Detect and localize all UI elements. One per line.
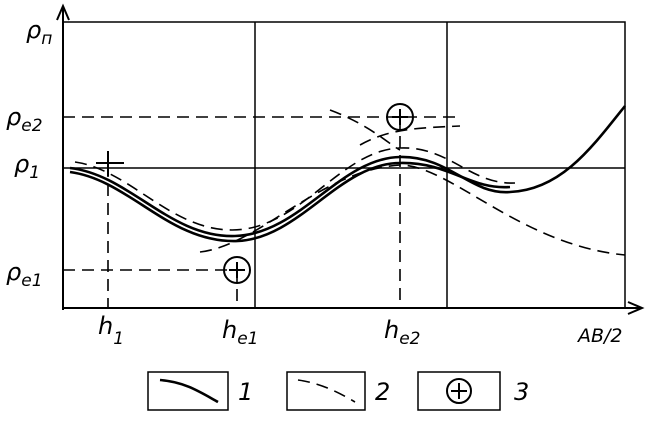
x-mark: h1 <box>98 312 124 349</box>
grid <box>63 21 626 308</box>
cross-marker <box>96 151 124 176</box>
circle-marker <box>386 103 414 131</box>
y-mark: ρe2 <box>6 103 43 136</box>
x-axis <box>63 301 645 315</box>
circle-marker <box>223 256 251 284</box>
y-mark: ρ1 <box>14 150 40 183</box>
legend-label: 1 <box>238 378 253 406</box>
legend-label: 2 <box>375 378 390 406</box>
y-axis-label: ρп <box>26 16 52 49</box>
curve-dashed-3 <box>329 109 461 151</box>
guide-lines <box>63 116 460 308</box>
curve-solid <box>69 105 627 238</box>
x-mark: he2 <box>384 316 421 349</box>
legend-label: 3 <box>514 378 529 406</box>
y-mark: ρe1 <box>6 258 43 291</box>
curve-dashed-2 <box>199 164 626 256</box>
legend: 1 2 3 <box>147 371 529 411</box>
curve-solid-2 <box>69 161 511 243</box>
x-mark: he1 <box>222 316 259 349</box>
y-axis <box>56 3 70 310</box>
x-axis-label: AB/2 <box>576 325 623 347</box>
